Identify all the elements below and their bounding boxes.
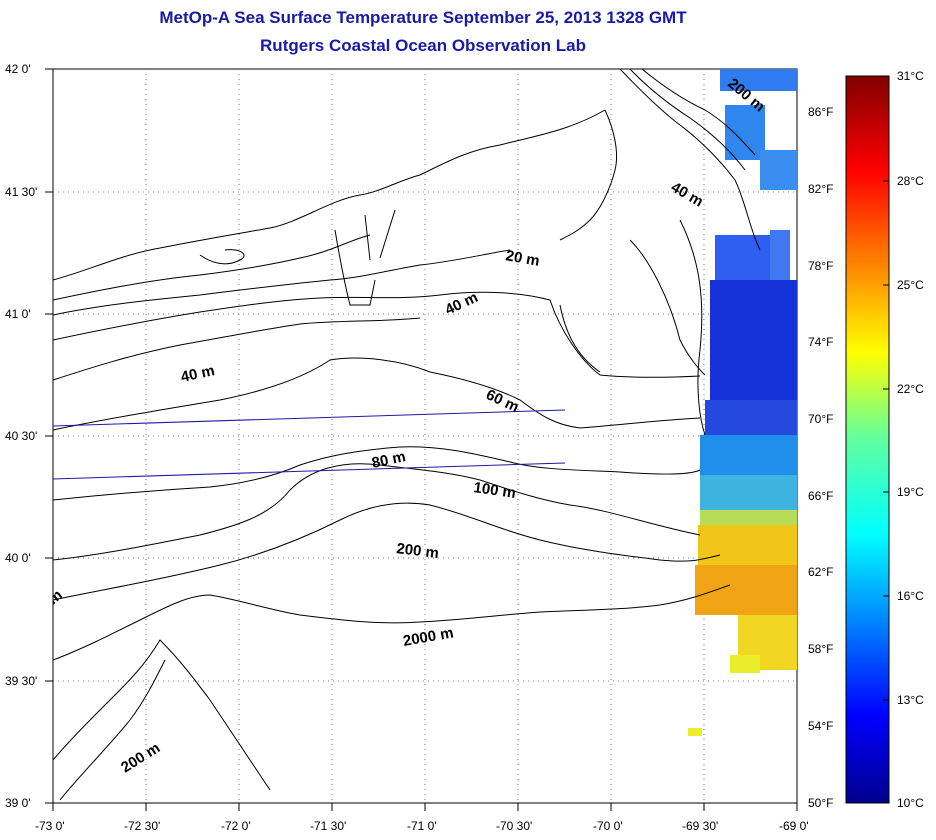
svg-text:-69 30': -69 30' (682, 819, 718, 833)
svg-text:39 0': 39 0' (5, 796, 31, 810)
svg-text:50°F: 50°F (808, 796, 833, 810)
svg-text:41 0': 41 0' (5, 307, 31, 321)
colorbar-ticks (883, 180, 889, 701)
svg-text:13°C: 13°C (897, 693, 924, 707)
svg-text:42 0': 42 0' (5, 62, 31, 76)
svg-text:-71 0': -71 0' (407, 819, 437, 833)
svg-text:100 m: 100 m (472, 479, 516, 502)
svg-text:86°F: 86°F (808, 105, 833, 119)
svg-text:62°F: 62°F (808, 565, 833, 579)
svg-text:-70 30': -70 30' (496, 819, 532, 833)
svg-text:22°C: 22°C (897, 382, 924, 396)
svg-text:-72 30': -72 30' (124, 819, 160, 833)
celsius-axis: 31°C 28°C 25°C 22°C 19°C 16°C 13°C 10°C (897, 69, 924, 810)
longitude-labels: -73 0' -72 30' -72 0' -71 30' -71 0' -70… (35, 819, 809, 833)
svg-text:54°F: 54°F (808, 719, 833, 733)
map-subtitle: Rutgers Coastal Ocean Observation Lab (260, 36, 586, 55)
svg-text:82°F: 82°F (808, 182, 833, 196)
grid-lines (53, 69, 797, 803)
svg-text:20 m: 20 m (504, 247, 541, 270)
svg-text:25°C: 25°C (897, 278, 924, 292)
svg-text:-72 0': -72 0' (221, 819, 251, 833)
svg-text:40 0': 40 0' (5, 551, 31, 565)
sst-swath (688, 69, 797, 736)
fahrenheit-axis: 86°F 82°F 78°F 74°F 70°F 66°F 62°F 58°F … (808, 105, 833, 810)
latitude-labels: 42 0' 41 30' 41 0' 40 30' 40 0' 39 30' 3… (5, 62, 37, 810)
svg-text:10°C: 10°C (897, 796, 924, 810)
transect-lines (53, 409, 566, 480)
svg-text:66°F: 66°F (808, 489, 833, 503)
axis-ticks (45, 68, 798, 811)
svg-text:39 30': 39 30' (5, 674, 37, 688)
svg-text:40 30': 40 30' (5, 429, 37, 443)
svg-text:28°C: 28°C (897, 174, 924, 188)
svg-text:-73 0': -73 0' (35, 819, 65, 833)
svg-text:78°F: 78°F (808, 259, 833, 273)
svg-text:74°F: 74°F (808, 335, 833, 349)
svg-text:-71 30': -71 30' (310, 819, 346, 833)
svg-text:200 m: 200 m (396, 540, 440, 562)
svg-text:-69 0': -69 0' (779, 819, 809, 833)
svg-text:16°C: 16°C (897, 589, 924, 603)
bathymetry-contours (53, 69, 761, 801)
svg-text:70°F: 70°F (808, 412, 833, 426)
svg-text:40 m: 40 m (179, 362, 216, 386)
svg-text:58°F: 58°F (808, 642, 833, 656)
map-title: MetOp-A Sea Surface Temperature Septembe… (159, 8, 687, 27)
svg-text:19°C: 19°C (897, 485, 924, 499)
svg-text:41 30': 41 30' (5, 185, 37, 199)
svg-text:31°C: 31°C (897, 69, 924, 83)
svg-text:80 m: 80 m (370, 448, 407, 472)
colorbar (845, 75, 890, 804)
svg-text:-70 0': -70 0' (593, 819, 623, 833)
